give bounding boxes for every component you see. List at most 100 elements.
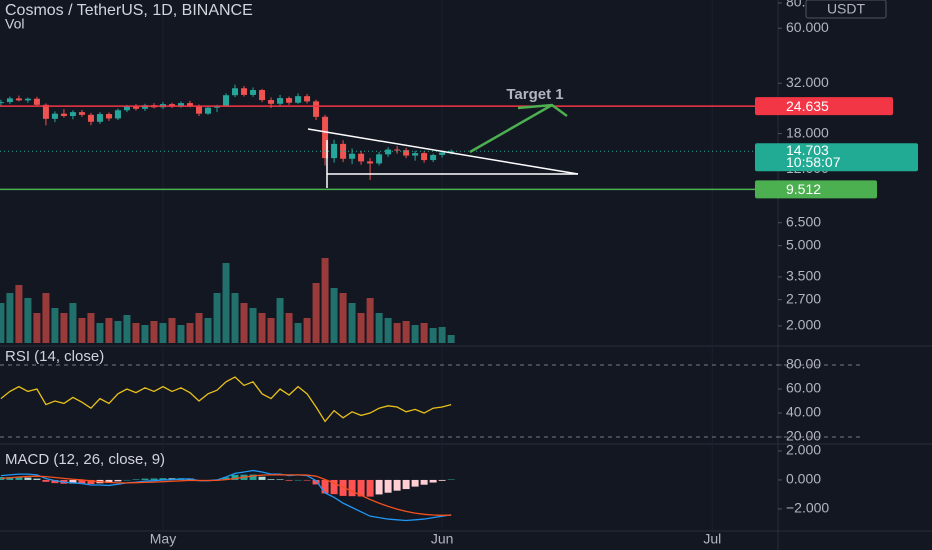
candle-body xyxy=(430,154,437,161)
candle-body xyxy=(232,88,239,96)
histogram-bar xyxy=(348,479,356,497)
target-arrow-head xyxy=(517,103,568,118)
candle-body xyxy=(403,150,410,156)
target-arrow xyxy=(469,103,553,154)
candle-body xyxy=(277,98,284,104)
candle-body xyxy=(60,113,67,117)
volume-bar xyxy=(177,325,185,343)
histogram-bar xyxy=(114,479,122,482)
x-tick-label: Jul xyxy=(703,531,721,547)
level-label-box xyxy=(755,180,877,199)
histogram-bar xyxy=(447,479,455,481)
volume xyxy=(0,258,455,343)
y-tick-label: 2.000 xyxy=(786,442,821,458)
volume-bar xyxy=(0,303,5,343)
rsi-title: RSI (14, close) xyxy=(5,348,104,365)
histogram-bar xyxy=(312,479,320,485)
candle-body xyxy=(105,114,112,119)
candle-body xyxy=(141,105,148,109)
histogram-bar xyxy=(33,478,41,480)
last-price-label: 14.703 xyxy=(786,142,829,158)
y-tick-label: 5.000 xyxy=(786,236,821,252)
histogram-bar xyxy=(321,479,329,494)
series-line xyxy=(0,474,452,516)
y-tick-label: 60.00 xyxy=(786,380,821,396)
histogram-bar xyxy=(276,479,284,480)
histogram-bar xyxy=(330,479,338,495)
histogram-bar xyxy=(42,479,50,482)
candle-body xyxy=(376,154,383,164)
volume-bar xyxy=(204,318,212,343)
volume-bar xyxy=(15,285,23,343)
y-tick-label: 2.000 xyxy=(786,317,821,333)
candle-body xyxy=(0,102,4,104)
volume-bar xyxy=(402,321,410,343)
y-tick-label: 40.00 xyxy=(786,404,821,420)
volume-label: Vol xyxy=(5,16,24,32)
currency: USDT xyxy=(827,1,866,17)
volume-bar xyxy=(330,288,338,343)
candle-body xyxy=(241,88,248,95)
candle-body xyxy=(15,98,22,101)
candle-body xyxy=(6,98,13,103)
histogram-bar xyxy=(429,479,437,483)
x-tick-label: Jun xyxy=(431,531,454,547)
series-line xyxy=(0,469,452,522)
candle-body xyxy=(322,116,329,159)
volume-bar xyxy=(267,318,275,343)
candle-body xyxy=(295,96,302,103)
histogram-bar xyxy=(132,479,140,480)
histogram-bar xyxy=(78,479,86,484)
volume-bar xyxy=(366,298,374,343)
histogram-bar xyxy=(105,479,113,483)
candle-body xyxy=(114,110,121,119)
histogram-bar xyxy=(411,479,419,487)
candle-body xyxy=(421,153,428,161)
histogram-bar xyxy=(159,478,167,480)
candle-body xyxy=(412,153,419,156)
candle-body xyxy=(250,90,257,95)
histogram-bar xyxy=(339,479,347,496)
histogram-bar xyxy=(231,474,239,480)
histogram-bar xyxy=(141,478,149,480)
candle-body xyxy=(349,153,356,159)
volume-bar xyxy=(132,323,140,343)
volume-bar xyxy=(375,313,383,343)
volume-bar xyxy=(105,318,113,343)
histogram-bar xyxy=(357,479,365,497)
volume-bar xyxy=(69,303,77,343)
volume-bar xyxy=(141,325,149,343)
volume-bar xyxy=(60,313,68,343)
series-line xyxy=(0,376,452,423)
histogram-bar xyxy=(384,479,392,493)
y-tick-label: 32.000 xyxy=(786,74,829,90)
volume-bar xyxy=(6,293,14,343)
candle-body xyxy=(313,101,320,117)
candle-body xyxy=(69,112,76,117)
histogram-bar xyxy=(87,479,95,484)
candle-body xyxy=(186,103,193,106)
volume-bar xyxy=(312,283,320,343)
volume-bar xyxy=(258,313,266,343)
candle-body xyxy=(259,90,266,101)
candle-body xyxy=(42,104,49,119)
volume-bar xyxy=(33,313,41,343)
volume-bar xyxy=(249,308,257,343)
grid xyxy=(0,0,860,531)
histogram-bar xyxy=(123,479,131,481)
histogram-bar xyxy=(258,476,266,480)
y-tick-label: −2.000 xyxy=(786,500,829,516)
candle-body xyxy=(223,95,230,106)
volume-bar xyxy=(438,327,446,343)
chart-title: Cosmos / TetherUS, 1D, BINANCE xyxy=(5,2,253,19)
candle-body xyxy=(168,104,175,107)
currency-box xyxy=(805,0,887,19)
histogram-bar xyxy=(294,479,302,481)
y-tick-label: 20.00 xyxy=(786,428,821,444)
last-price-box xyxy=(755,143,918,172)
candle-body xyxy=(51,113,58,119)
volume-bar xyxy=(240,303,248,343)
level-label: 9.512 xyxy=(786,181,821,197)
histogram-bar xyxy=(15,477,23,480)
histogram-bar xyxy=(420,479,428,485)
